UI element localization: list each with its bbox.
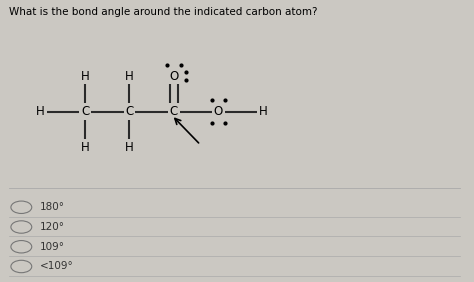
Text: <109°: <109° bbox=[40, 261, 74, 272]
Text: H: H bbox=[258, 105, 267, 118]
Text: C: C bbox=[125, 105, 134, 118]
Text: H: H bbox=[81, 70, 90, 83]
Text: 109°: 109° bbox=[40, 242, 65, 252]
Text: H: H bbox=[125, 70, 134, 83]
Text: 180°: 180° bbox=[40, 202, 65, 212]
Text: H: H bbox=[36, 105, 45, 118]
Text: O: O bbox=[214, 105, 223, 118]
Text: 120°: 120° bbox=[40, 222, 65, 232]
Text: H: H bbox=[81, 141, 90, 154]
Text: O: O bbox=[169, 70, 179, 83]
Text: C: C bbox=[170, 105, 178, 118]
Text: What is the bond angle around the indicated carbon atom?: What is the bond angle around the indica… bbox=[9, 7, 318, 17]
Text: C: C bbox=[81, 105, 89, 118]
Text: H: H bbox=[125, 141, 134, 154]
